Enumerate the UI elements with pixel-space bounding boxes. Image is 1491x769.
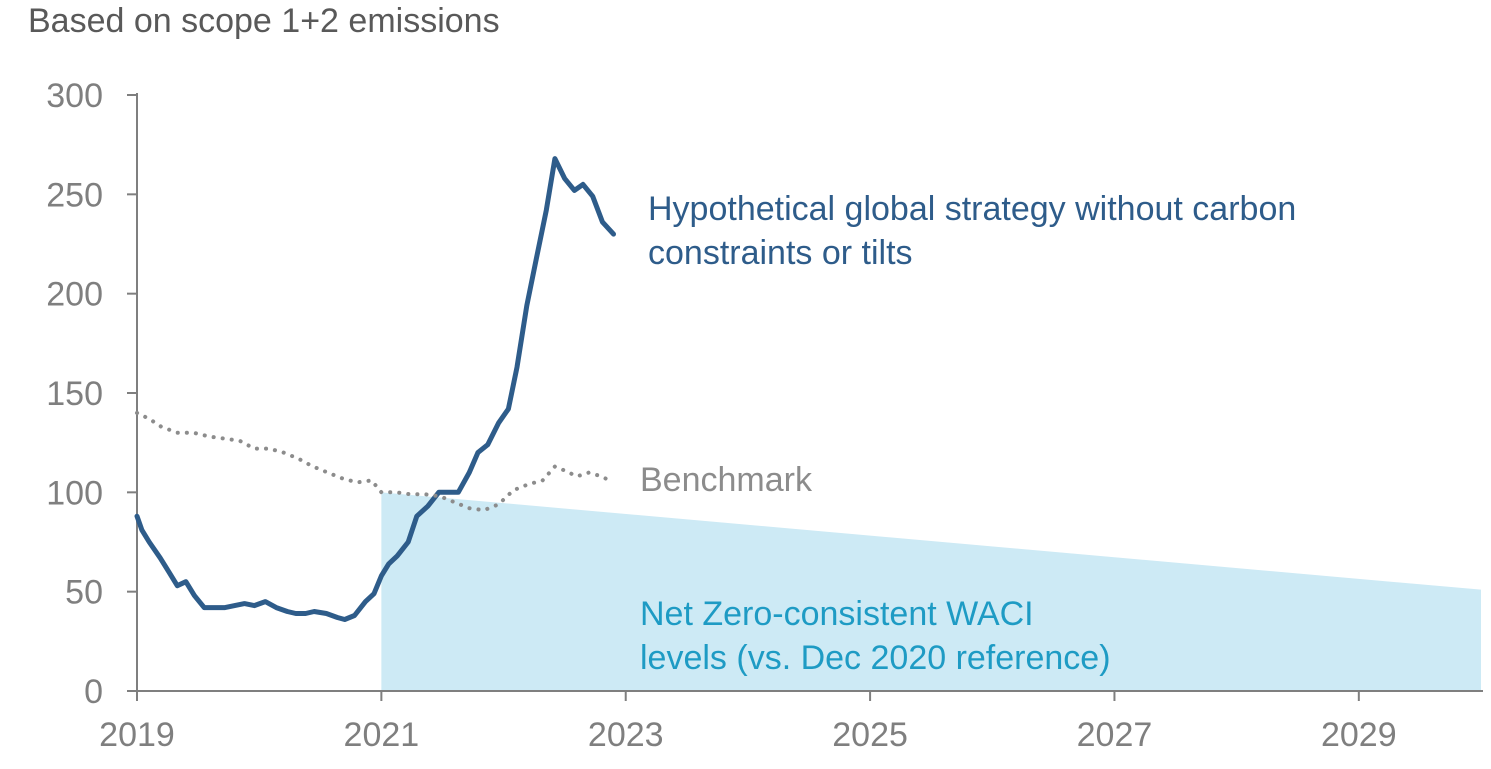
x-tick-label: 2021 — [344, 716, 420, 754]
strategy-line — [134, 156, 616, 622]
net-zero-label-line: Net Zero-consistent WACI — [640, 595, 1034, 633]
y-tick-label: 200 — [46, 276, 103, 314]
benchmark-line — [135, 410, 616, 513]
y-tick-label: 250 — [46, 176, 103, 214]
net-zero-area — [381, 492, 1481, 691]
net-zero-area-layer — [381, 492, 1481, 691]
strategy-label-line: constraints or tilts — [648, 234, 913, 272]
y-tick-label: 50 — [65, 574, 103, 612]
strategy-label-line: Hypothetical global strategy without car… — [648, 190, 1296, 228]
x-tick-label: 2023 — [588, 716, 664, 754]
x-tick-label: 2025 — [832, 716, 908, 754]
x-tick-label: 2027 — [1077, 716, 1153, 754]
axes: 0 50 100 150 200 250 300 2019 2021 2023 2025 2027 20… — [46, 77, 1483, 754]
y-tick-label: 100 — [46, 474, 103, 512]
y-tick-label: 0 — [84, 673, 103, 711]
net-zero-label-line: levels (vs. Dec 2020 reference) — [640, 639, 1111, 677]
series-labels: Hypothetical global strategy without car… — [640, 190, 1296, 677]
y-tick-label: 150 — [46, 375, 103, 413]
benchmark-label: Benchmark — [640, 461, 813, 499]
y-tick-label: 300 — [46, 77, 103, 115]
series-layer — [134, 156, 616, 622]
chart-subtitle: Based on scope 1+2 emissions — [28, 2, 500, 40]
x-tick-label: 2019 — [99, 716, 175, 754]
x-tick-label: 2029 — [1321, 716, 1397, 754]
